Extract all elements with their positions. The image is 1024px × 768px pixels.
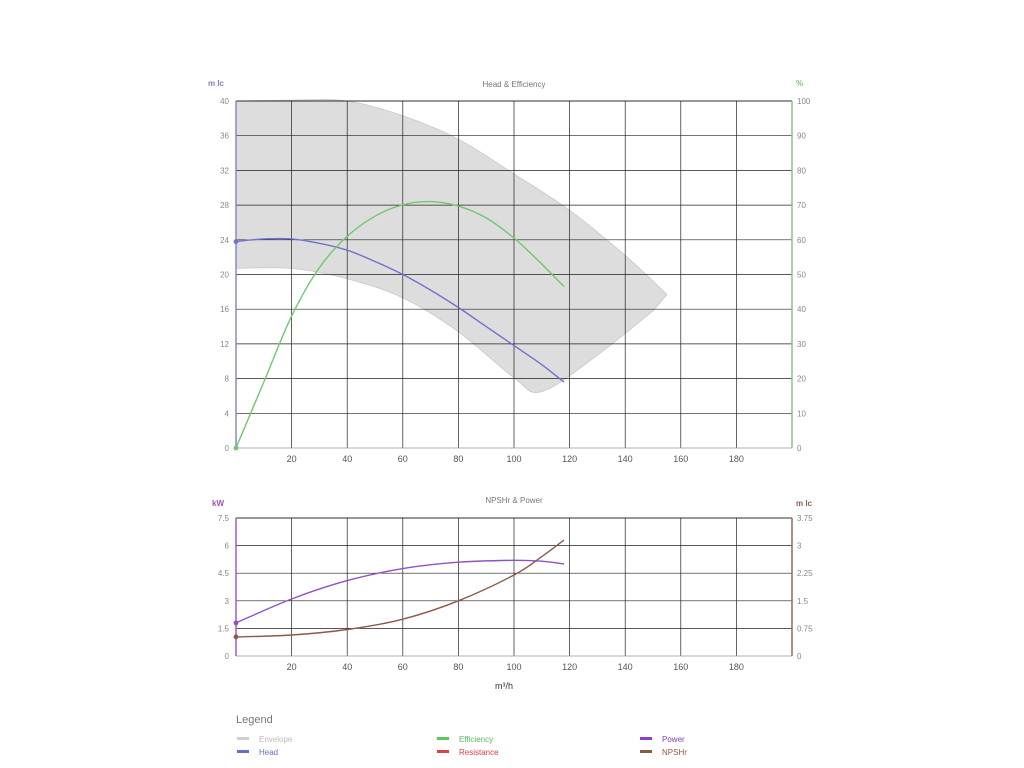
legend-label: NPSHr bbox=[662, 748, 687, 757]
y-left-tick-label: 0 bbox=[225, 652, 230, 661]
chart-title: Head & Efficiency bbox=[483, 80, 546, 89]
x-tick-label: 60 bbox=[398, 662, 408, 672]
x-tick-label: 40 bbox=[342, 662, 352, 672]
x-tick-label: 20 bbox=[287, 454, 297, 464]
series-line-efficiency bbox=[235, 200, 565, 449]
x-tick-label: 60 bbox=[398, 454, 408, 464]
legend-label: Power bbox=[662, 735, 685, 744]
series-start-point-head bbox=[233, 239, 239, 244]
legend-swatch bbox=[640, 737, 652, 741]
y-right-tick-label: 40 bbox=[797, 305, 806, 314]
chart-panel-2: 20 40 60 80 100 120 140 160 180 0 1.5 3 4.5 6 7.5 0 0.75… bbox=[212, 496, 813, 691]
y-left-tick-label: 36 bbox=[220, 132, 229, 141]
x-tick-label: 100 bbox=[506, 662, 521, 672]
y-right-tick-label: 10 bbox=[797, 409, 806, 418]
y-right-tick-label: 90 bbox=[797, 132, 806, 141]
y-left-axis-label: m lc bbox=[208, 79, 225, 88]
legend-label: Envelope bbox=[259, 735, 293, 744]
legend-item: NPSHr bbox=[640, 747, 687, 759]
x-tick-label: 160 bbox=[673, 454, 688, 464]
y-left-tick-label: 6 bbox=[225, 542, 230, 551]
x-tick-label: 40 bbox=[342, 454, 352, 464]
x-tick-label: 160 bbox=[673, 662, 688, 672]
legend-swatch bbox=[237, 750, 249, 754]
y-left-tick-label: 4 bbox=[225, 409, 230, 418]
x-tick-label: 180 bbox=[729, 454, 744, 464]
x-tick-label: 120 bbox=[562, 454, 577, 464]
series-start-point-npshr bbox=[233, 634, 239, 640]
y-left-tick-label: 16 bbox=[220, 305, 229, 314]
x-tick-label: 20 bbox=[287, 662, 297, 672]
y-left-tick-label: 3 bbox=[225, 597, 230, 606]
y-right-tick-label: 3.75 bbox=[797, 514, 813, 523]
legend-item: Envelope bbox=[237, 734, 292, 746]
y-right-axis-label: % bbox=[796, 79, 803, 88]
legend-item: Efficiency bbox=[437, 734, 493, 746]
y-left-tick-label: 32 bbox=[220, 166, 229, 175]
y-left-tick-label: 1.5 bbox=[218, 624, 230, 633]
y-right-tick-label: 60 bbox=[797, 236, 806, 245]
y-left-tick-label: 0 bbox=[225, 444, 230, 453]
y-right-tick-label: 3 bbox=[797, 542, 802, 551]
series-start-point-power bbox=[233, 620, 239, 626]
legend-swatch bbox=[640, 750, 652, 754]
x-tick-label: 80 bbox=[453, 662, 463, 672]
x-tick-label: 140 bbox=[618, 454, 633, 464]
y-left-tick-label: 7.5 bbox=[218, 514, 230, 523]
x-axis-label: m³/h bbox=[495, 681, 513, 691]
y-left-axis-label: kW bbox=[212, 499, 224, 508]
legend-item: Resistance bbox=[437, 747, 499, 759]
y-right-tick-label: 1.5 bbox=[797, 597, 809, 606]
y-right-tick-label: 20 bbox=[797, 375, 806, 384]
y-left-tick-label: 8 bbox=[225, 375, 230, 384]
chart-title: NPSHr & Power bbox=[485, 496, 543, 505]
series-line-power bbox=[235, 559, 565, 624]
legend-swatch bbox=[437, 737, 449, 741]
y-left-tick-label: 4.5 bbox=[218, 569, 230, 578]
y-right-tick-label: 50 bbox=[797, 271, 806, 280]
envelope-area bbox=[235, 99, 668, 393]
x-tick-label: 80 bbox=[453, 454, 463, 464]
y-right-axis-label: m lc bbox=[796, 499, 813, 508]
y-right-tick-label: 0 bbox=[797, 444, 802, 453]
y-left-tick-label: 40 bbox=[220, 97, 229, 106]
y-right-tick-label: 100 bbox=[797, 97, 811, 106]
y-right-tick-label: 70 bbox=[797, 201, 806, 210]
legend-label: Head bbox=[259, 748, 279, 757]
legend-swatch bbox=[237, 737, 249, 741]
legend-title: Legend bbox=[236, 714, 273, 726]
legend-label: Efficiency bbox=[459, 735, 494, 744]
y-right-tick-label: 0 bbox=[797, 652, 802, 661]
y-left-tick-label: 24 bbox=[220, 236, 229, 245]
legend-item: Head bbox=[237, 747, 278, 759]
legend-label: Resistance bbox=[459, 748, 499, 757]
chart-panel-1: 20 40 60 80 100 120 140 160 18004812162024283236… bbox=[208, 79, 811, 464]
y-right-tick-label: 80 bbox=[797, 166, 806, 175]
x-tick-label: 140 bbox=[618, 662, 633, 672]
y-right-tick-label: 30 bbox=[797, 340, 806, 349]
series-line-head bbox=[235, 237, 565, 383]
x-tick-label: 120 bbox=[562, 662, 577, 672]
series-start-point-efficiency bbox=[233, 445, 239, 451]
y-right-tick-label: 0.75 bbox=[797, 624, 813, 633]
x-tick-label: 100 bbox=[506, 454, 521, 464]
legend-item: Power bbox=[640, 734, 685, 746]
y-right-tick-label: 2.25 bbox=[797, 569, 813, 578]
y-left-tick-label: 28 bbox=[220, 201, 229, 210]
x-tick-label: 180 bbox=[729, 662, 744, 672]
legend-swatch bbox=[437, 750, 449, 754]
y-left-tick-label: 12 bbox=[220, 340, 229, 349]
series-line-npshr bbox=[235, 539, 565, 638]
y-left-tick-label: 20 bbox=[220, 271, 229, 280]
